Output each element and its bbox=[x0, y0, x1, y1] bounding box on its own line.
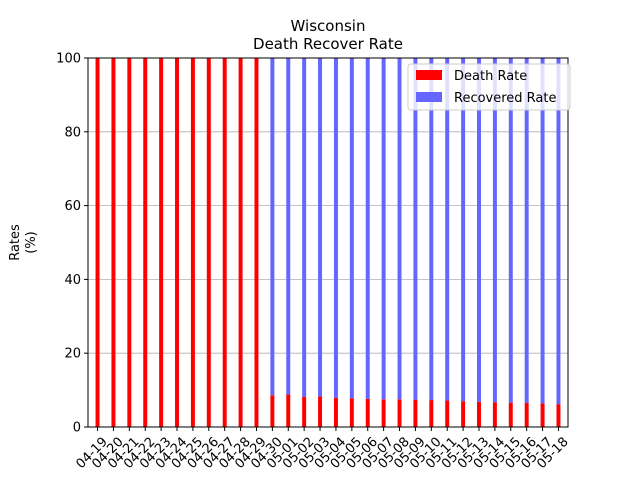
bar-death-rate bbox=[556, 404, 561, 427]
bars-layer bbox=[95, 58, 561, 427]
y-tick-label: 100 bbox=[56, 52, 81, 67]
bar-recovered-rate bbox=[381, 58, 386, 400]
legend-swatch-death-rate bbox=[416, 70, 442, 80]
bar-recovered-rate bbox=[286, 58, 291, 395]
bar-death-rate bbox=[190, 58, 195, 427]
bar-recovered-rate bbox=[508, 58, 513, 403]
bar-death-rate bbox=[318, 396, 323, 427]
bar-death-rate bbox=[111, 58, 116, 427]
bar-recovered-rate bbox=[333, 58, 338, 398]
y-tick-label: 20 bbox=[64, 347, 81, 362]
bar-death-rate bbox=[365, 398, 370, 427]
bar-death-rate bbox=[413, 399, 418, 427]
plot-frame bbox=[87, 57, 569, 428]
legend-label-death-rate: Death Rate bbox=[454, 69, 527, 84]
bar-death-rate bbox=[270, 395, 275, 427]
bar-recovered-rate bbox=[270, 58, 275, 396]
legend-swatch-recovered-rate bbox=[416, 92, 442, 102]
bar-recovered-rate bbox=[492, 58, 497, 403]
bar-recovered-rate bbox=[429, 58, 434, 401]
bar-death-rate bbox=[286, 394, 291, 427]
bar-recovered-rate bbox=[349, 58, 354, 399]
bar-recovered-rate bbox=[413, 58, 418, 400]
bar-death-rate bbox=[492, 402, 497, 427]
bar-death-rate bbox=[238, 58, 243, 427]
bar-death-rate bbox=[381, 399, 386, 427]
bar-death-rate bbox=[206, 58, 211, 427]
bar-death-rate bbox=[477, 401, 481, 427]
bar-recovered-rate bbox=[302, 58, 307, 397]
bar-recovered-rate bbox=[318, 58, 323, 397]
bar-recovered-rate bbox=[445, 58, 450, 401]
bar-death-rate bbox=[127, 58, 132, 427]
bar-death-rate bbox=[175, 58, 179, 427]
bar-death-rate bbox=[159, 58, 164, 427]
y-tick-label: 60 bbox=[64, 199, 81, 214]
bar-death-rate bbox=[302, 396, 307, 427]
y-axis-label-line-2: (%) bbox=[24, 231, 39, 254]
bar-death-rate bbox=[461, 401, 466, 427]
bar-recovered-rate bbox=[540, 58, 545, 404]
bar-recovered-rate bbox=[556, 58, 561, 405]
bar-death-rate bbox=[254, 58, 259, 427]
x-axis: 04-1904-2004-2104-2204-2304-2404-2504-26… bbox=[73, 427, 572, 472]
y-tick-label: 80 bbox=[64, 125, 81, 140]
bar-death-rate bbox=[143, 58, 148, 427]
y-tick-label: 40 bbox=[64, 273, 81, 288]
legend-label-recovered-rate: Recovered Rate bbox=[454, 91, 557, 106]
bar-death-rate bbox=[95, 58, 100, 427]
bar-death-rate bbox=[524, 403, 529, 427]
bar-recovered-rate bbox=[461, 58, 466, 402]
chart-title: Wisconsin bbox=[291, 17, 366, 35]
bar-death-rate bbox=[429, 400, 434, 427]
bar-recovered-rate bbox=[397, 58, 402, 400]
bar-death-rate bbox=[349, 398, 354, 427]
y-axis: 0 20 40 60 80 100 bbox=[56, 52, 88, 436]
bar-death-rate bbox=[508, 402, 513, 427]
bar-death-rate bbox=[445, 400, 450, 427]
bar-death-rate bbox=[333, 397, 338, 427]
legend: Death Rate Recovered Rate bbox=[407, 63, 571, 111]
y-axis-label-line-1: Rates bbox=[8, 224, 23, 261]
bar-recovered-rate bbox=[477, 58, 481, 402]
y-tick-label: 0 bbox=[73, 421, 81, 436]
bar-recovered-rate bbox=[365, 58, 370, 399]
bar-death-rate bbox=[222, 58, 227, 427]
bar-recovered-rate bbox=[524, 58, 529, 404]
bar-death-rate bbox=[540, 403, 545, 427]
chart-subtitle: Death Recover Rate bbox=[253, 35, 403, 53]
bar-death-rate bbox=[397, 399, 402, 427]
legend-box bbox=[407, 63, 571, 111]
